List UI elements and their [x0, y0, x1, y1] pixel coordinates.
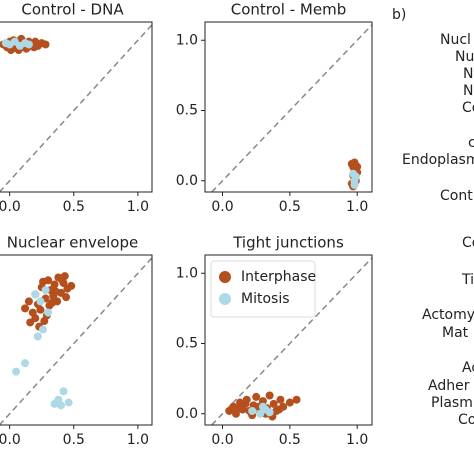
panel-b-item: Co	[462, 235, 474, 251]
x-tick-label: 0.0	[0, 432, 21, 448]
panel-b-item: Ac	[462, 360, 474, 376]
x-tick-label: 0.5	[63, 432, 85, 448]
panel-b-item: Cont	[440, 188, 473, 204]
x-tick-label: 1.0	[127, 432, 149, 448]
point	[62, 293, 71, 302]
legend-marker	[219, 293, 231, 305]
x-tick-label: 1.0	[127, 199, 149, 215]
diagonal	[0, 257, 153, 426]
point	[241, 399, 250, 408]
point	[44, 308, 53, 317]
point	[350, 180, 359, 189]
point	[24, 297, 33, 306]
subplot-title: Tight junctions	[232, 234, 344, 252]
point	[47, 298, 56, 307]
panel-b-item: Plasm	[431, 395, 473, 411]
axes-frame	[204, 254, 373, 426]
point	[39, 325, 48, 334]
y-tick-label: 0.0	[176, 173, 198, 189]
panel-b-item: Ti	[461, 272, 474, 288]
subplot-title: Nuclear envelope	[7, 234, 138, 252]
point	[56, 401, 65, 410]
y-tick-label: 0.5	[176, 336, 198, 352]
point	[248, 406, 257, 415]
panel-b-item: Nucl	[440, 32, 471, 48]
legend-label: Mitosis	[241, 291, 290, 307]
subplot: Nuclear envelope 0.0 0.5 1.0	[0, 234, 153, 448]
point	[39, 277, 48, 286]
x-tick-label: 0.5	[63, 199, 85, 215]
axes-frame	[0, 254, 153, 426]
subplot: Control - Memb 0.0 0.5 1.0 0.0 0.5 1.0	[176, 1, 373, 215]
panel-b-item: Nu	[455, 49, 474, 65]
point	[26, 318, 35, 327]
point	[292, 395, 301, 404]
point	[31, 290, 40, 299]
legend-marker	[219, 271, 231, 283]
diagonal	[211, 24, 373, 193]
subplot-title: Control - Memb	[231, 1, 346, 19]
diagonal	[211, 257, 373, 426]
x-tick-label: 1.0	[346, 199, 368, 215]
point	[21, 304, 30, 313]
panel-b-item: Co	[462, 100, 474, 116]
panel-label: b)	[392, 7, 406, 23]
y-tick-label: 1.0	[176, 265, 198, 281]
point	[21, 359, 30, 368]
subplot-title: Control - DNA	[21, 1, 124, 19]
point	[276, 395, 285, 404]
x-tick-label: 0.0	[211, 432, 233, 448]
y-tick-label: 1.0	[176, 32, 198, 48]
panel-b-item: Mat	[442, 325, 469, 341]
point	[41, 286, 50, 295]
panel-b-item: Endoplasm	[402, 152, 474, 168]
y-tick-label: 0.0	[176, 406, 198, 422]
axes-frame	[0, 21, 153, 193]
diagonal	[0, 24, 153, 193]
axes-frame	[204, 21, 373, 193]
subplot: Tight junctions 0.0 0.5 1.0 0.0 0.5 1.0 Interph…	[176, 234, 373, 448]
point	[285, 398, 294, 407]
point	[64, 398, 73, 407]
point	[234, 404, 243, 413]
panel-b-item: Adher	[428, 378, 470, 394]
point	[36, 297, 45, 306]
x-tick-label: 0.5	[279, 432, 301, 448]
point	[275, 405, 284, 414]
x-tick-label: 0.5	[279, 199, 301, 215]
point	[24, 40, 33, 49]
point	[41, 40, 50, 49]
point	[351, 172, 360, 181]
panel-b-item: c	[468, 135, 474, 151]
point	[269, 399, 278, 408]
point	[258, 397, 267, 406]
panel-b-item: N	[463, 83, 473, 99]
point	[252, 392, 261, 401]
point	[12, 367, 21, 376]
x-tick-label: 0.0	[0, 199, 21, 215]
panel-b-item: N	[463, 66, 473, 82]
point	[33, 332, 42, 341]
point	[67, 281, 76, 290]
point	[60, 272, 69, 281]
point	[265, 408, 274, 417]
y-tick-label: 0.5	[176, 103, 198, 119]
x-tick-label: 1.0	[346, 432, 368, 448]
point	[1, 39, 10, 48]
legend-label: Interphase	[241, 269, 316, 285]
legend-box	[210, 260, 316, 318]
point	[59, 387, 68, 396]
panel-b-item: Co	[458, 412, 474, 428]
x-tick-label: 0.0	[211, 199, 233, 215]
point	[256, 409, 265, 418]
point	[258, 402, 267, 411]
point	[51, 287, 60, 296]
point	[36, 305, 45, 314]
point	[50, 280, 59, 289]
panel-b-item: Actomy	[422, 307, 474, 323]
subplot: Control - DNA 0.0 0.5 1.0	[0, 1, 153, 215]
point	[265, 391, 274, 400]
